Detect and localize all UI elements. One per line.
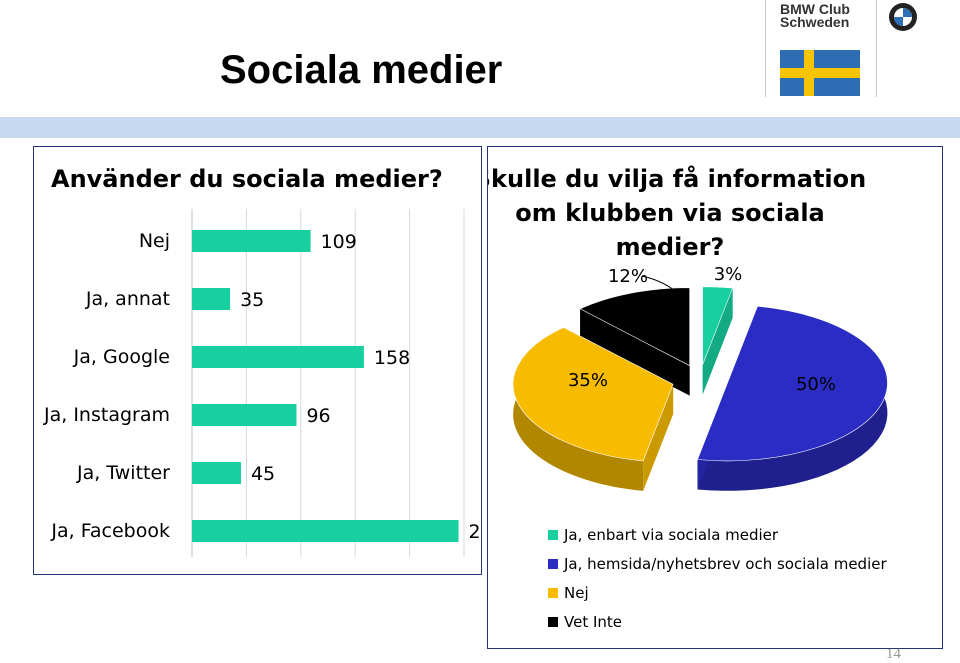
pie-slice xyxy=(579,287,690,367)
bar xyxy=(192,346,364,368)
pie-data-label: 35% xyxy=(568,370,608,391)
legend-swatch xyxy=(548,617,558,627)
page-number: 14 xyxy=(886,646,901,662)
pie-slice-face xyxy=(580,308,690,396)
pie-chart-title-line-3: medier? xyxy=(616,233,725,261)
pie-slice-face xyxy=(702,288,733,395)
pie-chart-title-line-1: Skulle du vilja få information xyxy=(488,164,866,193)
pie-slice-side xyxy=(513,327,644,491)
slide-title: Sociala medier xyxy=(220,48,503,92)
legend-swatch xyxy=(548,559,558,569)
pie-chart-title-line-2: om klubben via sociala xyxy=(515,199,824,227)
bar-value-label: 35 xyxy=(240,289,264,311)
bar xyxy=(192,288,231,310)
bmw-roundel-icon xyxy=(889,3,917,31)
bar-value-label: 245 xyxy=(469,521,481,543)
bar-chart-title: Använder du sociala medier? xyxy=(51,165,443,193)
pie-slice xyxy=(702,286,734,365)
pie-chart: Skulle du vilja få information om klubbe… xyxy=(474,164,888,631)
bar xyxy=(192,462,241,484)
bar-value-label: 96 xyxy=(306,405,330,427)
legend-entry: Ja, enbart via sociala medier xyxy=(563,526,779,544)
pie-leader-line xyxy=(641,275,675,291)
bar-value-label: 109 xyxy=(321,231,357,253)
category-label: Nej xyxy=(139,230,170,252)
category-label: Ja, annat xyxy=(85,288,170,310)
bar-chart: Använder du sociala medier? Nej 109 Ja, an… xyxy=(43,165,505,557)
pie-data-label: 50% xyxy=(796,374,836,395)
club-logo: BMW Club Schweden xyxy=(765,0,877,97)
pie-data-label: 3% xyxy=(714,264,743,285)
bar xyxy=(192,520,459,542)
bar xyxy=(192,230,311,252)
pie-slice-face xyxy=(643,384,674,491)
category-label: Ja, Facebook xyxy=(50,520,170,542)
legend-swatch xyxy=(548,588,558,598)
bar xyxy=(192,404,297,426)
bar-value-label: 45 xyxy=(251,463,275,485)
swedish-flag-icon xyxy=(780,50,860,96)
legend-swatch xyxy=(548,530,558,540)
legend-entry: Ja, hemsida/nyhetsbrev och sociala medie… xyxy=(563,555,887,573)
pie-data-label: 12% xyxy=(608,266,648,287)
bar-chart-panel: Använder du sociala medier? Nej 109 Ja, an… xyxy=(33,146,505,575)
legend-entry: Vet Inte xyxy=(564,613,622,631)
header-band xyxy=(0,117,960,138)
bar-value-label: 158 xyxy=(374,347,410,369)
pie-chart-panel: Skulle du vilja få information om klubbe… xyxy=(474,146,943,649)
legend-entry: Nej xyxy=(564,584,589,602)
category-label: Ja, Twitter xyxy=(76,462,170,484)
pie-slice xyxy=(697,305,888,462)
logo-line-1: BMW Club xyxy=(780,1,850,17)
logo-line-2: Schweden xyxy=(780,14,850,30)
pie-slice xyxy=(512,327,674,462)
category-label: Ja, Google xyxy=(73,346,170,368)
category-label: Ja, Instagram xyxy=(43,404,170,426)
